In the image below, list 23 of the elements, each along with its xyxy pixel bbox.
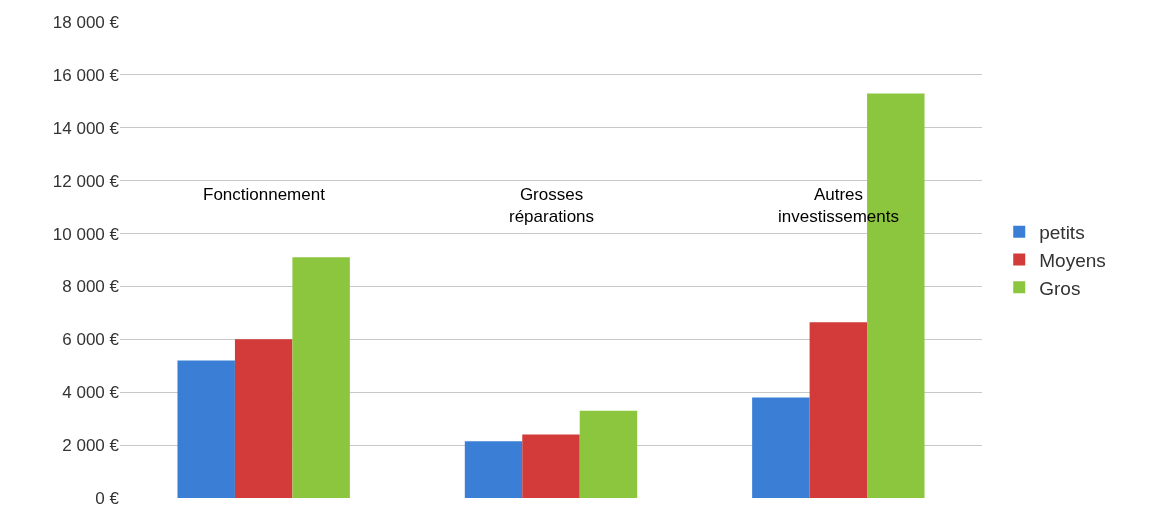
y-tick-label: 12 000 €	[52, 171, 120, 191]
y-tick-label: 16 000 €	[52, 65, 120, 85]
y-tick-label: 4 000 €	[62, 383, 120, 403]
bar	[292, 257, 350, 498]
legend-label: Gros	[1039, 277, 1081, 299]
bar	[177, 360, 235, 498]
x-tick-label: Fonctionnement	[203, 185, 326, 204]
y-tick-label: 8 000 €	[62, 277, 120, 297]
bar	[464, 441, 523, 498]
bar	[752, 397, 810, 498]
y-tick-label: 2 000 €	[62, 436, 120, 456]
y-tick-label: 18 000 €	[52, 12, 120, 32]
bar	[579, 410, 638, 498]
y-tick-label: 14 000 €	[52, 118, 120, 138]
x-tick-label: Grosses réparations	[509, 185, 595, 227]
legend-label: petits	[1039, 222, 1085, 244]
y-tick-label: 10 000 €	[52, 224, 120, 244]
bar	[234, 339, 293, 498]
bar	[522, 434, 580, 498]
legend-label: Moyens	[1039, 249, 1106, 271]
y-tick-label: 6 000 €	[62, 330, 120, 350]
y-tick-label: 0 €	[95, 488, 120, 508]
bar	[809, 322, 868, 498]
